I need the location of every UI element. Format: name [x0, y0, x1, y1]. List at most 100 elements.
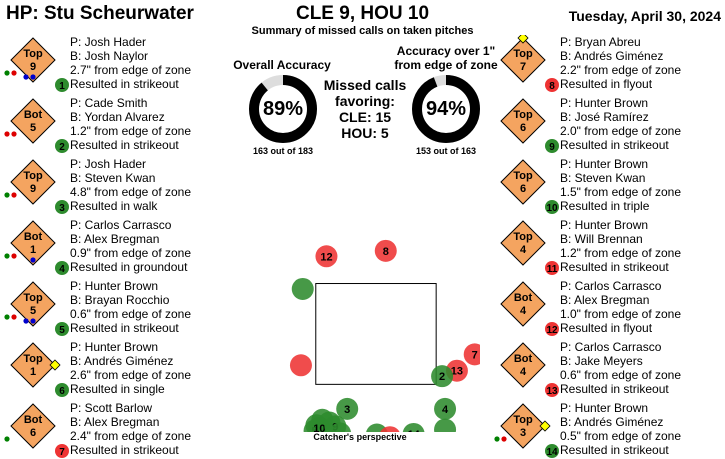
call-number: 12 — [546, 325, 558, 336]
over1-label-line1: Accuracy over 1" — [396, 44, 496, 58]
gauge-fill — [412, 75, 480, 143]
pitch-marker — [329, 422, 352, 432]
inning-half: Top — [513, 170, 533, 182]
call-batter: B: José Ramírez — [560, 110, 649, 124]
pitch-marker — [434, 397, 457, 420]
pitch-marker — [463, 343, 480, 366]
inning-half: Bot — [24, 109, 43, 121]
call-number-badge — [545, 261, 559, 275]
missed-call-card: Bot 1 4 P: Carlos Carrasco B: Alex Bregman 0.… — [4, 218, 234, 276]
call-result: Resulted in strikeout — [70, 321, 179, 335]
missed-call-card: Top 6 10 P: Hunter Brown B: Steven Kwan 1.5" … — [494, 157, 724, 215]
out-dot — [11, 131, 17, 137]
call-pitcher: P: Carlos Carrasco — [560, 279, 662, 293]
game-score: CLE 9, HOU 10 — [295, 3, 430, 24]
runner-dot — [30, 257, 36, 263]
runner-dot — [23, 74, 29, 80]
gauge-fill — [249, 75, 317, 143]
call-pitcher: P: Hunter Brown — [70, 279, 159, 293]
call-number-badge — [55, 383, 69, 397]
out-dot — [4, 436, 10, 442]
out-dot — [4, 314, 10, 320]
call-batter: B: Yordan Alvarez — [70, 110, 165, 124]
call-dist: 0.6" from edge of zone — [70, 307, 192, 321]
pitch-marker — [289, 354, 312, 377]
call-result: Resulted in flyout — [560, 321, 653, 335]
call-batter: B: Steven Kwan — [70, 171, 156, 185]
pitch-marker — [291, 277, 314, 300]
call-number-badge — [545, 78, 559, 92]
pitch-number: 8 — [383, 246, 389, 258]
diamond-shape — [10, 403, 56, 449]
inning-number: 1 — [30, 366, 36, 378]
missed-call-card: Top 4 11 P: Hunter Brown B: Will Brennan 1.2"… — [494, 218, 724, 276]
strike-zone-box — [315, 283, 437, 385]
out-dot — [4, 192, 10, 198]
inning-number: 6 — [520, 183, 526, 195]
game-date: Tuesday, April 30, 2024 — [568, 8, 721, 24]
call-number: 1 — [59, 81, 65, 92]
missed-call-card: Bot 6 7 P: Scott Barlow B: Alex Bregman 2.4" … — [4, 401, 234, 459]
call-batter: B: Brayan Rocchio — [70, 293, 170, 307]
catcher-perspective-label: Catcher's perspective — [313, 432, 407, 442]
call-pitcher: P: Hunter Brown — [560, 157, 649, 171]
inning-number: 6 — [30, 427, 36, 439]
call-dist: 0.6" from edge of zone — [560, 368, 682, 382]
runner-dot — [23, 318, 29, 324]
call-result: Resulted in groundout — [70, 260, 188, 274]
call-number-badge — [545, 383, 559, 397]
call-number: 8 — [549, 81, 555, 92]
inning-half: Top — [23, 292, 43, 304]
pitch-number: 13 — [451, 366, 463, 378]
call-number-badge — [55, 139, 69, 153]
missed-call-card: Top 5 5 P: Hunter Brown B: Brayan Rocchio 0.6… — [4, 279, 234, 337]
call-pitcher: P: Hunter Brown — [70, 340, 159, 354]
call-number-badge — [545, 139, 559, 153]
call-dist: 4.8" from edge of zone — [70, 185, 192, 199]
call-number-badge — [545, 200, 559, 214]
call-batter: B: Steven Kwan — [560, 171, 646, 185]
call-batter: B: Jake Meyers — [560, 354, 643, 368]
missed-call-card: Top 6 9 P: Hunter Brown B: José Ramírez 2.0" … — [494, 96, 724, 154]
inning-number: 4 — [520, 244, 527, 256]
call-batter: B: Andrés Giménez — [560, 415, 664, 429]
call-result: Resulted in strikeout — [560, 138, 669, 152]
pitch-marker — [431, 365, 454, 388]
call-number: 4 — [59, 264, 65, 275]
call-details: P: Carlos Carrasco B: Alex Bregman 1.0" fr… — [560, 279, 681, 335]
call-dist: 2.7" from edge of zone — [70, 63, 192, 77]
call-result: Resulted in strikeout — [70, 138, 179, 152]
diamond-shape — [500, 37, 546, 83]
inning-number: 7 — [520, 61, 526, 73]
occupied-base — [517, 35, 529, 44]
favoring-hou: HOU: 5 — [341, 125, 389, 141]
diamond-shape — [500, 220, 546, 266]
pitch-marker — [374, 239, 397, 262]
missed-calls-favoring: Missed calls favoring: CLE: 15 HOU: 5 — [320, 77, 410, 141]
call-result: Resulted in strikeout — [70, 443, 179, 457]
diamond-shape — [10, 37, 56, 83]
call-dist: 2.0" from edge of zone — [560, 124, 682, 138]
pitch-marker — [380, 426, 400, 432]
missed-call-card: Top 9 3 P: Josh Hader B: Steven Kwan 4.8" fro… — [4, 157, 234, 215]
missed-call-card: Bot 5 2 P: Cade Smith B: Yordan Alvarez 1.2" … — [4, 96, 234, 154]
call-number-badge — [545, 322, 559, 336]
call-number: 6 — [59, 386, 65, 397]
call-result: Resulted in flyout — [560, 77, 653, 91]
inning-number: 4 — [520, 366, 527, 378]
strike-zone-plot: 128713243510914 — [289, 239, 480, 432]
call-pitcher: P: Cade Smith — [70, 96, 148, 110]
call-details: P: Hunter Brown B: Andrés Giménez 0.5" fro… — [560, 401, 681, 457]
inning-half: Top — [513, 414, 533, 426]
call-result: Resulted in strikeout — [560, 443, 669, 457]
out-dot — [494, 436, 500, 442]
call-batter: B: Josh Naylor — [70, 49, 149, 63]
overall-accuracy-count: 163 out of 183 — [252, 146, 314, 156]
